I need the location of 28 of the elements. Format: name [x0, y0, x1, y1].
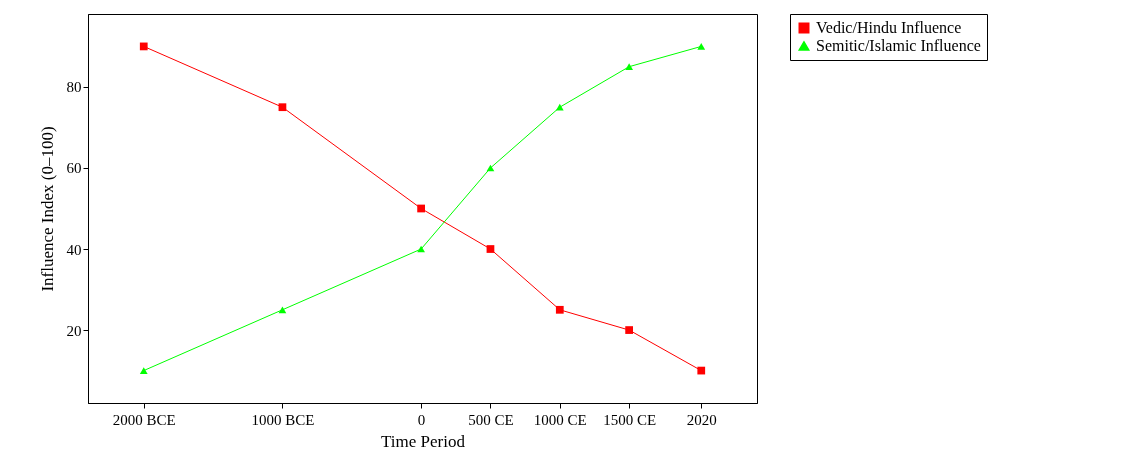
point: [625, 326, 634, 334]
y-tick-label: 60: [66, 160, 82, 177]
point: [486, 164, 495, 172]
x-tick-label: 0: [417, 411, 426, 428]
x-axis-title: Time Period: [381, 431, 466, 451]
point: [555, 305, 564, 314]
y-tick-label: 20: [66, 322, 82, 339]
legend-label: Semitic/Islamic Influence: [816, 37, 981, 54]
point: [278, 103, 287, 112]
point: [697, 366, 706, 375]
x-tick-label: 1000 BCE: [251, 411, 315, 428]
point: [139, 42, 148, 51]
point: [417, 204, 425, 213]
x-tick-label: 2000 BCE: [112, 411, 176, 428]
point: [139, 367, 148, 374]
legend-label: Vedic/Hindu Influence: [816, 19, 962, 36]
point: [486, 245, 495, 253]
point: [555, 103, 564, 111]
point: [697, 43, 706, 50]
point: [278, 306, 287, 314]
x-tick-label: 1000 CE: [533, 411, 587, 428]
y-tick-label: 80: [66, 79, 82, 96]
x-tick-label: 2020: [686, 411, 717, 428]
y-tick-label: 40: [66, 241, 82, 258]
x-tick-label: 1500 CE: [603, 411, 657, 428]
y-axis-title: Influence Index (0–100): [37, 126, 57, 292]
x-tick-label: 500 CE: [468, 411, 514, 428]
point: [625, 63, 634, 71]
